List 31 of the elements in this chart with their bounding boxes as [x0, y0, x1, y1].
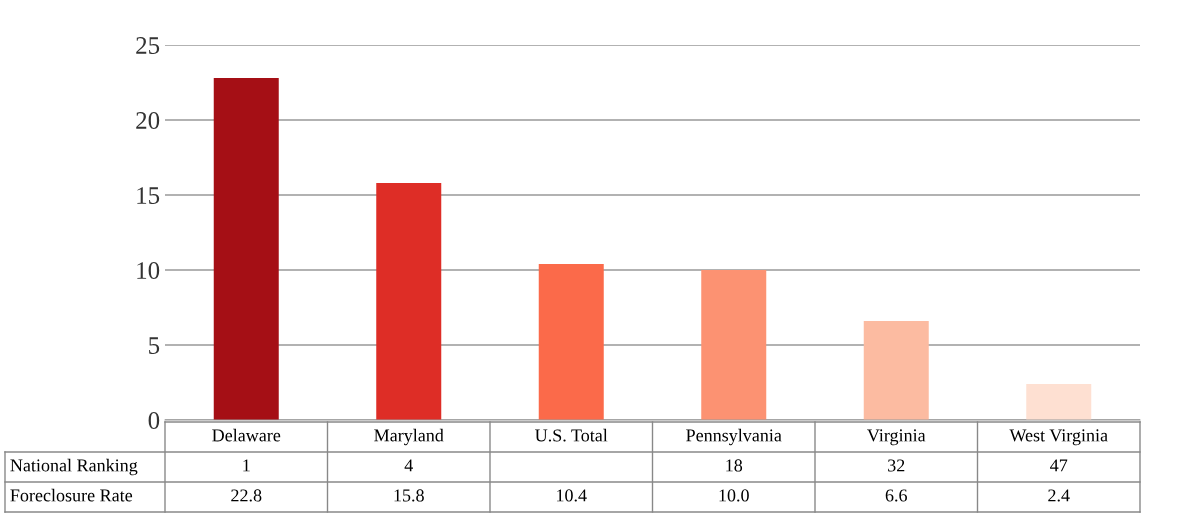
bar: [376, 183, 442, 420]
data-label: 22.8: [231, 489, 262, 502]
x-tick-label: U.S. Total: [535, 428, 608, 442]
y-tick-label: 0: [148, 412, 160, 429]
x-tick-label: Maryland: [374, 428, 444, 446]
data-label: 10.0: [719, 489, 749, 502]
text: 18: [726, 459, 743, 472]
y-tick-label: 25: [136, 37, 160, 54]
y-tick-label: 20: [136, 112, 160, 129]
y-tick-label: 15: [137, 187, 160, 204]
y-tick-label: 5: [149, 337, 160, 354]
x-tick-label: Virginia: [867, 429, 926, 446]
bar: [538, 264, 604, 420]
bar: [213, 78, 279, 420]
bar: [701, 270, 767, 420]
text: 4: [404, 459, 413, 472]
x-tick-label: Delaware: [212, 428, 281, 442]
bar: [1026, 384, 1092, 420]
text: 47: [1050, 459, 1068, 472]
y-tick-label: 10: [137, 262, 160, 279]
x-tick-label: West Virginia: [1009, 429, 1108, 446]
text: Foreclosure Rate: [10, 488, 133, 502]
data-label: 10.4: [557, 489, 587, 502]
text: National Ranking: [10, 458, 138, 476]
data-label: 2.4: [1048, 489, 1070, 502]
text: 1: [243, 459, 250, 472]
data-label: 15.8: [394, 489, 424, 502]
data-label: 6.6: [885, 489, 907, 502]
x-tick-label: Pennsylvania: [686, 428, 782, 446]
text: 32: [888, 459, 905, 472]
bar: [863, 321, 929, 420]
